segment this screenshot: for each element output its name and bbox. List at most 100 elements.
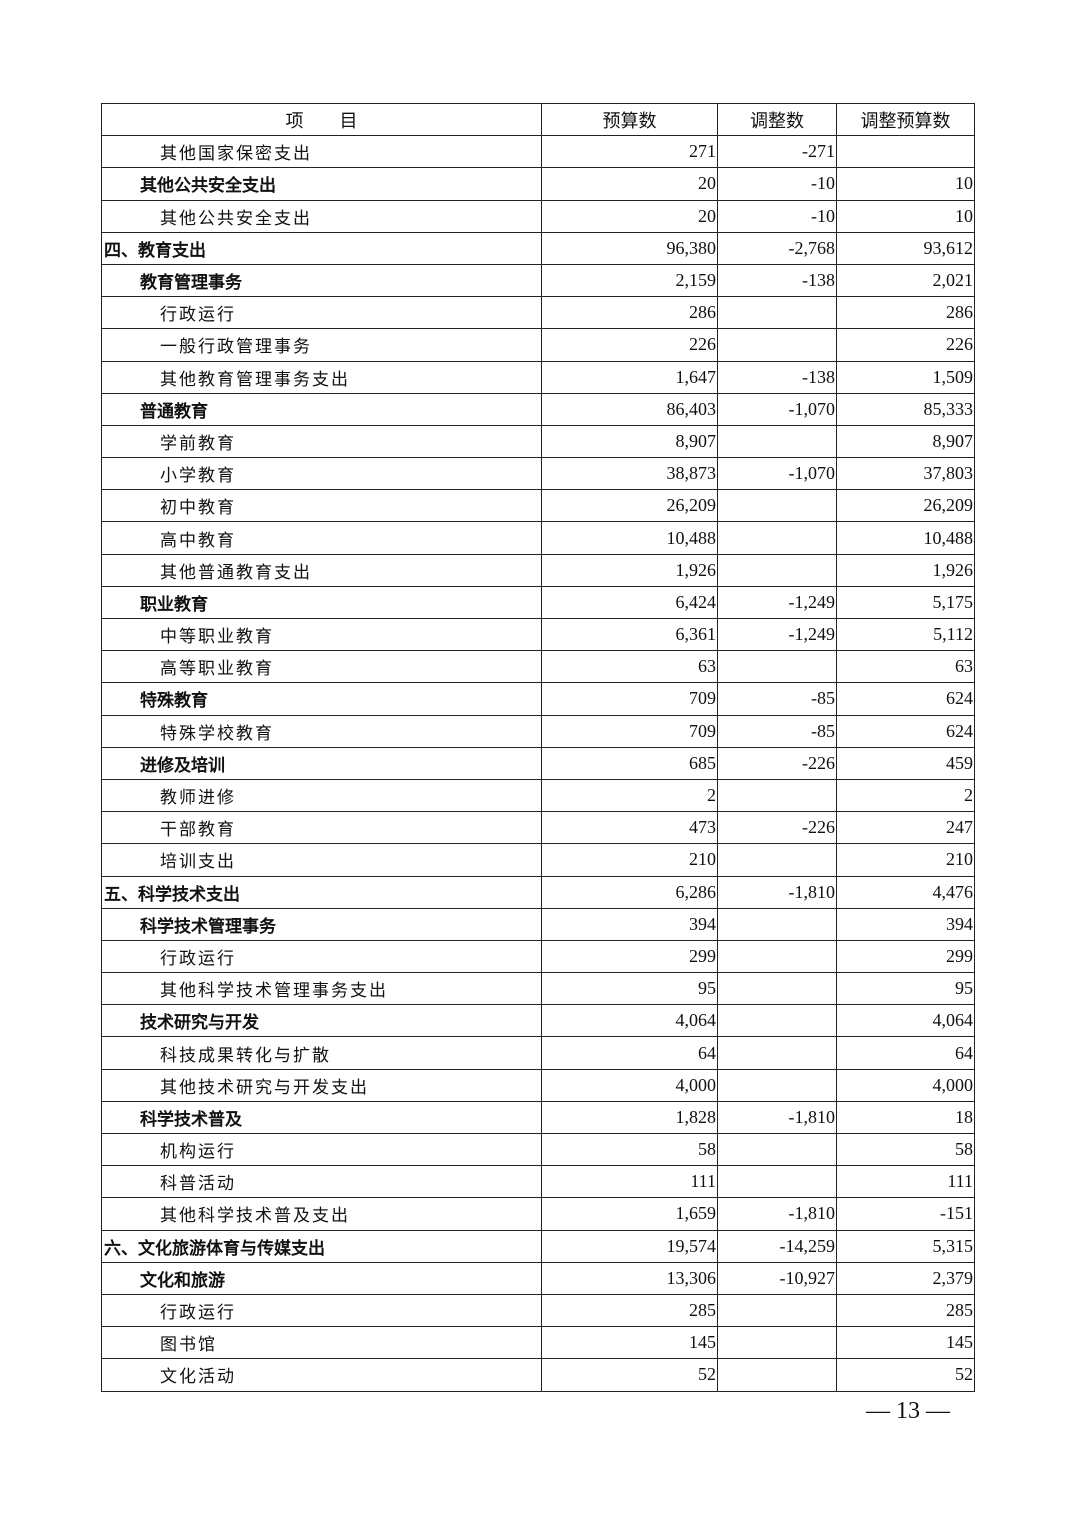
budget-value: 38,873: [541, 457, 718, 491]
adjust-value: [717, 1326, 837, 1360]
adjusted-value: 624: [836, 682, 975, 716]
adjusted-value: 5,315: [836, 1229, 975, 1263]
adjusted-value: 95: [836, 972, 975, 1006]
adjust-value: -138: [717, 263, 837, 298]
header-adjust: 调整数: [717, 102, 837, 137]
adjusted-value: 18: [836, 1100, 975, 1135]
item-name: 小学教育: [101, 457, 542, 491]
adjust-value: -2,768: [717, 231, 837, 265]
adjusted-value: 247: [836, 811, 975, 845]
adjusted-value: 52: [836, 1358, 975, 1392]
adjust-value: [717, 843, 837, 877]
budget-value: 20: [541, 167, 718, 201]
item-name: 高等职业教育: [101, 650, 542, 684]
item-name: 文化活动: [101, 1358, 542, 1392]
adjusted-value: 85,333: [836, 392, 975, 426]
adjusted-value: 58: [836, 1132, 975, 1167]
adjusted-value: 624: [836, 714, 975, 748]
table-row: 技术研究与开发 4,064 4,064: [101, 1004, 975, 1038]
budget-value: 1,926: [541, 553, 718, 587]
table-row: 特殊教育 709 -85 624: [101, 682, 975, 716]
table-row: 其他科学技术管理事务支出 95 95: [101, 972, 975, 1006]
adjusted-value: 2: [836, 778, 975, 813]
adjust-value: -1,070: [717, 457, 837, 491]
item-name: 行政运行: [101, 939, 542, 974]
adjust-value: [717, 907, 837, 941]
adjust-value: [717, 1036, 837, 1070]
adjust-value: -85: [717, 682, 837, 716]
adjust-value: -1,249: [717, 617, 837, 652]
item-name: 中等职业教育: [101, 617, 542, 652]
table-row: 高中教育 10,488 10,488: [101, 521, 975, 555]
item-name: 其他技术研究与开发支出: [101, 1068, 542, 1102]
adjust-value: -1,249: [717, 585, 837, 620]
header-item: 项 目: [101, 102, 542, 137]
adjust-value: [717, 424, 837, 459]
adjust-value: [717, 553, 837, 587]
item-name: 特殊学校教育: [101, 714, 542, 748]
item-name: 图书馆: [101, 1326, 542, 1360]
item-name: 干部教育: [101, 811, 542, 845]
table-row: 干部教育 473 -226 247: [101, 811, 975, 845]
table-row: 科普活动 111 111: [101, 1165, 975, 1199]
adjusted-value: 2,379: [836, 1261, 975, 1295]
adjust-value: -1,070: [717, 392, 837, 426]
adjust-value: [717, 778, 837, 813]
page-number: — 13 —: [866, 1398, 950, 1424]
table-row: 学前教育 8,907 8,907: [101, 424, 975, 459]
budget-value: 1,828: [541, 1100, 718, 1135]
budget-value: 709: [541, 714, 718, 748]
table-row: 进修及培训 685 -226 459: [101, 746, 975, 780]
adjusted-value: 1,926: [836, 553, 975, 587]
adjusted-value: 2,021: [836, 263, 975, 298]
table-row: 其他教育管理事务支出 1,647 -138 1,509: [101, 360, 975, 394]
budget-value: 145: [541, 1326, 718, 1360]
budget-value: 6,361: [541, 617, 718, 652]
adjusted-value: 4,000: [836, 1068, 975, 1102]
item-name: 文化和旅游: [101, 1261, 542, 1295]
budget-value: 1,659: [541, 1197, 718, 1231]
adjusted-value: 64: [836, 1036, 975, 1070]
adjust-value: -10: [717, 167, 837, 201]
adjust-value: -138: [717, 360, 837, 394]
item-name: 特殊教育: [101, 682, 542, 716]
table-row: 其他普通教育支出 1,926 1,926: [101, 553, 975, 587]
budget-value: 111: [541, 1165, 718, 1199]
budget-value: 10,488: [541, 521, 718, 555]
table-row: 机构运行 58 58: [101, 1132, 975, 1167]
item-name: 六、文化旅游体育与传媒支出: [101, 1229, 542, 1263]
budget-value: 8,907: [541, 424, 718, 459]
item-name: 四、教育支出: [101, 231, 542, 265]
adjusted-value: 286: [836, 296, 975, 330]
item-name: 学前教育: [101, 424, 542, 459]
table-row: 培训支出 210 210: [101, 843, 975, 877]
table-row: 初中教育 26,209 26,209: [101, 489, 975, 523]
adjust-value: [717, 939, 837, 974]
table-row: 高等职业教育 63 63: [101, 650, 975, 684]
adjust-value: -85: [717, 714, 837, 748]
budget-value: 6,286: [541, 875, 718, 909]
table-row: 普通教育 86,403 -1,070 85,333: [101, 392, 975, 426]
adjusted-value: 10,488: [836, 521, 975, 555]
budget-value: 2: [541, 778, 718, 813]
budget-value: 52: [541, 1358, 718, 1392]
adjust-value: [717, 489, 837, 523]
table-row: 教育管理事务 2,159 -138 2,021: [101, 263, 975, 298]
adjust-value: -10: [717, 199, 837, 233]
adjusted-value: 145: [836, 1326, 975, 1360]
item-name: 其他普通教育支出: [101, 553, 542, 587]
item-name: 一般行政管理事务: [101, 328, 542, 362]
adjust-value: [717, 650, 837, 684]
table-row: 图书馆 145 145: [101, 1326, 975, 1360]
item-name: 其他教育管理事务支出: [101, 360, 542, 394]
adjust-value: -1,810: [717, 875, 837, 909]
budget-table: 项 目 预算数 调整数 调整预算数 其他国家保密支出 271 -271 其他公共安全支…: [101, 102, 975, 1392]
item-name: 其他公共安全支出: [101, 199, 542, 233]
adjusted-value: [836, 135, 975, 169]
table-row: 科学技术普及 1,828 -1,810 18: [101, 1100, 975, 1135]
table-row: 教师进修 2 2: [101, 778, 975, 813]
adjust-value: -1,810: [717, 1100, 837, 1135]
adjust-value: -1,810: [717, 1197, 837, 1231]
adjusted-value: 5,112: [836, 617, 975, 652]
item-name: 技术研究与开发: [101, 1004, 542, 1038]
